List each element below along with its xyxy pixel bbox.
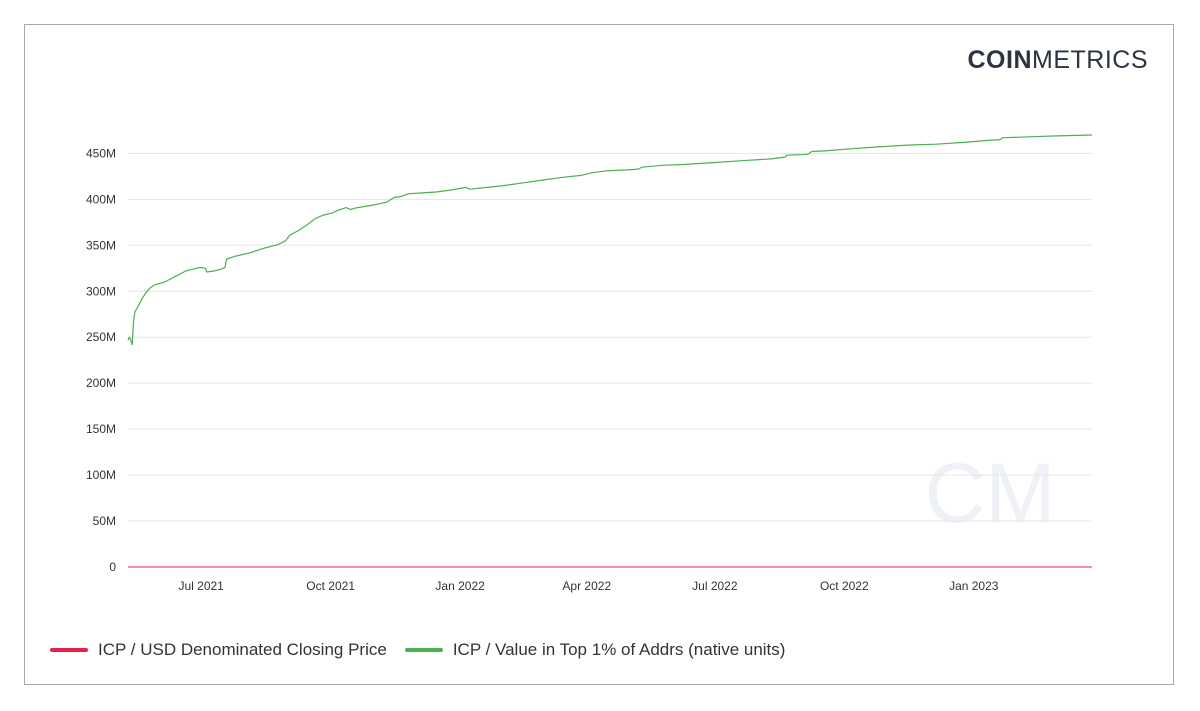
legend-label-top1pct: ICP / Value in Top 1% of Addrs (native u… [452,640,786,659]
legend-swatch-top1pct [404,648,443,652]
y-tick-label: 350M [86,238,116,252]
legend-swatch-price [50,648,88,652]
x-axis: Jul 2021 Oct 2021 Jan 2022 Apr 2022 Jul 2022… [178,579,998,593]
legend: ICP / USD Denominated Closing Price ICP … [50,640,803,660]
x-tick-label: Jul 2021 [178,579,224,593]
y-axis: 0 50M 100M 150M 200M 250M 300M 350M 400M 450M [86,146,116,574]
legend-label-price: ICP / USD Denominated Closing Price [98,640,387,659]
series-line-top1pct [127,134,1093,346]
x-tick-label: Jan 2023 [949,579,999,593]
x-tick-label: Apr 2022 [562,579,611,593]
legend-item-price[interactable]: ICP / USD Denominated Closing Price [50,640,387,660]
grid-lines [128,152,1092,522]
y-tick-label: 400M [86,192,116,206]
coinmetrics-logo: COINMETRICS [968,46,1149,75]
legend-item-top1pct[interactable]: ICP / Value in Top 1% of Addrs (native u… [404,640,786,660]
x-tick-label: Oct 2022 [820,579,869,593]
y-tick-label: 450M [86,146,116,160]
x-tick-label: Jul 2022 [692,579,738,593]
plot-area [127,134,1093,568]
y-tick-label: 0 [109,560,116,574]
watermark: CM [925,446,1056,540]
x-tick-label: Oct 2021 [306,579,355,593]
y-tick-label: 200M [86,376,116,390]
y-tick-label: 150M [86,422,116,436]
y-tick-label: 100M [86,468,116,482]
y-tick-label: 50M [93,514,116,528]
y-tick-label: 300M [86,284,116,298]
logo-bold-text: COIN [967,46,1032,74]
x-tick-label: Jan 2022 [435,579,485,593]
chart-frame [24,24,1174,685]
logo-light-text: METRICS [1032,46,1148,74]
watermark-text: CM [925,446,1056,540]
y-tick-label: 250M [86,330,116,344]
